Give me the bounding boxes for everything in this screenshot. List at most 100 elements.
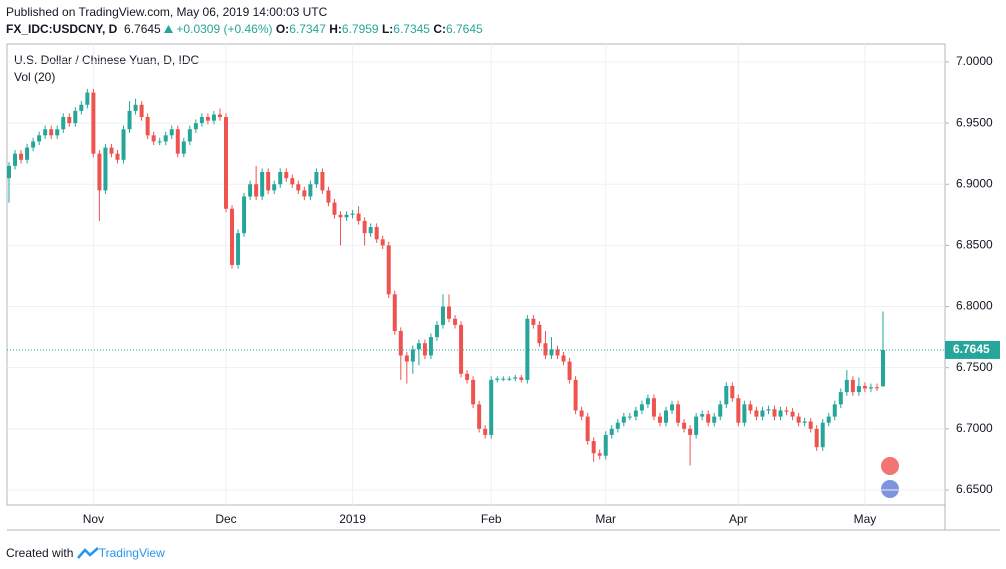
candle-body [627,416,632,418]
published: Published on TradingView.com, May 06, 20… [6,5,328,19]
candle-body [278,172,283,185]
candle-body [874,387,879,389]
close-value: 6.7645 [446,22,483,36]
candle-body [410,349,415,362]
candle-body [543,343,548,356]
candle-body [121,129,126,160]
candle-body [43,129,48,136]
candle-body [489,379,494,435]
candle-body [428,337,433,356]
candle-body [862,386,867,389]
candle-body [748,404,753,411]
y-tick-label: 6.6500 [956,482,993,496]
change: +0.0309 (+0.46%) [176,22,273,36]
candle-body [742,404,747,423]
candle-body [621,416,626,423]
candle-body [682,422,687,429]
high-label: H: [329,22,342,36]
candle-body [368,227,373,234]
last-price-label: 6.7645 [953,342,990,356]
candle-body [157,141,162,143]
candle-body [766,409,771,411]
candle-body [447,306,452,319]
candle-body [398,330,403,356]
close-label: C: [433,22,446,36]
candle-body [392,294,397,331]
candle-body [199,117,204,124]
candle-body [326,190,331,203]
candle-body [525,318,530,380]
candle-body [579,410,584,417]
last-price: 6.7645 [124,22,161,36]
y-tick-label: 6.9500 [956,115,993,129]
candle-body [549,349,554,356]
candle-body [850,379,855,393]
low-label: L: [381,22,394,36]
candle-body [573,379,578,411]
x-tick-label: May [854,512,877,526]
event-icons [881,457,899,498]
candle-body [73,110,78,124]
candle-body [585,416,590,442]
candle-body [694,416,699,435]
candle-body [37,135,42,142]
candle-body [266,172,271,191]
x-tick-label: Feb [481,512,502,526]
candle-body [537,324,542,344]
brand[interactable]: TradingView [98,546,165,560]
candle-body [332,202,337,215]
candle-body [808,421,813,429]
candle-body [796,416,801,423]
candle-body [230,208,235,265]
candle-body [217,114,222,118]
symbol-line: FX_IDC:USDCNY, D 6.7645 +0.0309 (+0.46%)… [6,22,483,36]
candle-body [664,410,669,423]
candle-body [187,129,192,142]
candle-body [501,378,506,380]
candle-body [712,416,717,423]
chart-title: U.S. Dollar / Chinese Yuan, D, IDC [14,53,200,67]
candle-body [25,147,30,160]
candle-body [567,361,572,380]
candle-body [422,343,427,356]
candle-body [838,392,843,405]
candle-body [471,379,476,405]
y-tick-label: 6.7500 [956,360,993,374]
y-tick-label: 7.0000 [956,54,993,68]
candle-body [145,117,150,136]
candle-body [651,398,656,417]
candle-body [633,410,638,417]
candle-body [254,184,259,197]
candle-body [85,92,90,105]
candle-body [772,409,777,417]
x-tick-label: Mar [595,512,616,526]
candle-body [314,172,319,185]
y-tick-label: 6.8500 [956,238,993,252]
candle-body [260,172,265,197]
candle-body [615,422,620,429]
created-with: Created with [6,546,74,560]
candle-body [19,153,24,160]
candle-body [169,129,174,136]
candle-body [223,117,228,209]
candle-body [802,421,807,423]
candle-body [760,410,765,417]
candle-body [465,373,470,380]
x-tick-label: Nov [83,512,104,526]
candle-body [151,135,156,142]
candle-body [248,184,253,197]
candle-body [591,441,596,454]
x-tick-label: 2019 [339,512,366,526]
candle-body [338,214,343,218]
candle-body [61,117,66,130]
candle-body [676,404,681,423]
candle-body [477,404,482,429]
candle-body [754,410,759,417]
candle-body [97,153,102,191]
candle-body [344,214,349,218]
candle-body [784,410,789,412]
candle-body [13,153,18,166]
candle-body [290,178,295,185]
candle-body [205,117,210,121]
